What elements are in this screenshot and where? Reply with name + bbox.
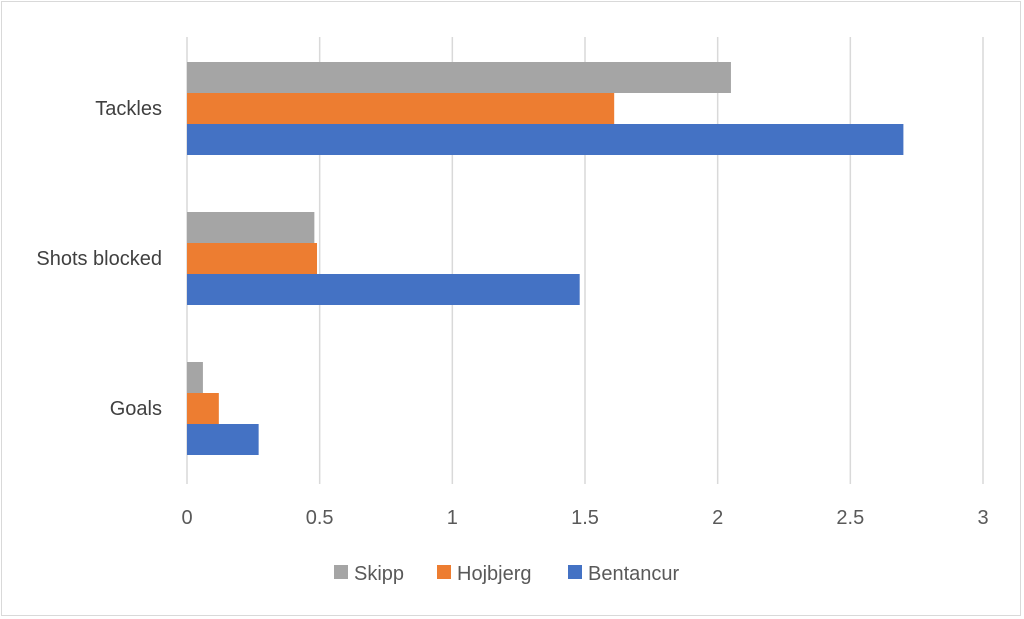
x-tick-label: 2 <box>712 507 723 529</box>
bar-hojbjerg-1 <box>187 243 318 274</box>
bar-skipp-0 <box>187 62 731 93</box>
category-label: Tackles <box>95 98 162 120</box>
x-tick-label: 1.5 <box>571 507 599 529</box>
bar-hojbjerg-0 <box>187 93 615 124</box>
legend-swatch-bentancur <box>568 565 582 579</box>
category-label: Shots blocked <box>36 248 162 270</box>
x-tick-label: 0.5 <box>306 507 334 529</box>
legend-swatch-hojbjerg <box>437 565 451 579</box>
legend-label-bentancur: Bentancur <box>588 563 680 585</box>
x-tick-label: 3 <box>977 507 988 529</box>
bar-bentancur-0 <box>187 124 904 155</box>
category-label: Goals <box>110 398 162 420</box>
x-tick-label: 1 <box>447 507 458 529</box>
x-tick-label: 2.5 <box>836 507 864 529</box>
legend-swatch-skipp <box>334 565 348 579</box>
legend-label-hojbjerg: Hojbjerg <box>457 563 531 585</box>
x-tick-label: 0 <box>181 507 192 529</box>
legend-label-skipp: Skipp <box>354 563 404 585</box>
bar-skipp-2 <box>187 362 203 393</box>
bar-skipp-1 <box>187 212 315 243</box>
bar-bentancur-2 <box>187 424 259 455</box>
bar-hojbjerg-2 <box>187 393 219 424</box>
bar-bentancur-1 <box>187 274 580 305</box>
